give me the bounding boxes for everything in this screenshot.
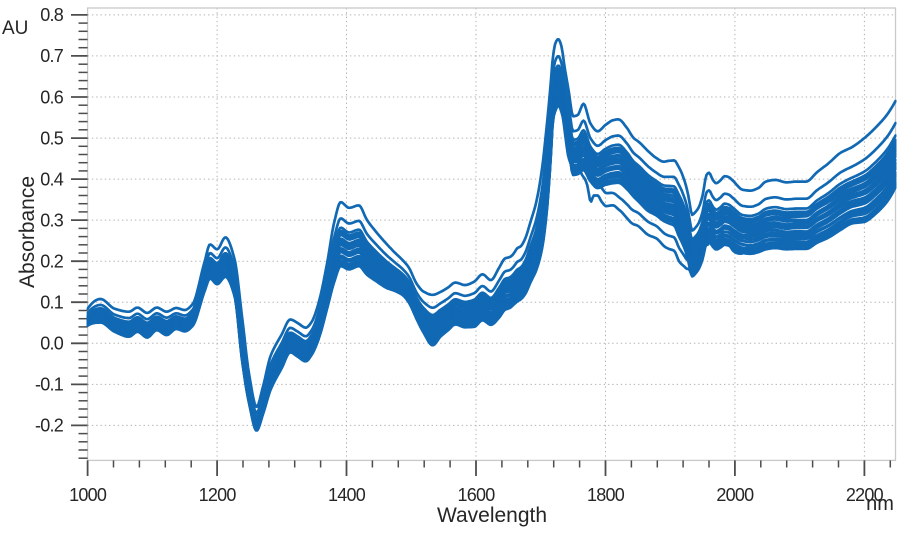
svg-text:0.8: 0.8: [40, 5, 64, 25]
svg-text:1000: 1000: [69, 485, 107, 505]
svg-text:Wavelength: Wavelength: [437, 504, 547, 527]
svg-text:-0.1: -0.1: [35, 375, 64, 395]
svg-text:0.1: 0.1: [40, 293, 64, 313]
svg-text:0.2: 0.2: [40, 252, 64, 272]
svg-text:0.5: 0.5: [40, 128, 64, 148]
svg-text:Absorbance: Absorbance: [16, 176, 39, 288]
svg-text:1600: 1600: [457, 485, 495, 505]
svg-text:1400: 1400: [328, 485, 366, 505]
svg-text:0.4: 0.4: [40, 169, 64, 189]
svg-text:2000: 2000: [716, 485, 754, 505]
svg-text:-0.2: -0.2: [35, 416, 64, 436]
svg-text:1800: 1800: [587, 485, 625, 505]
svg-text:0.7: 0.7: [40, 46, 64, 66]
svg-text:0.0: 0.0: [40, 334, 64, 354]
svg-text:0.3: 0.3: [40, 210, 64, 230]
svg-text:1200: 1200: [199, 485, 237, 505]
svg-text:nm: nm: [866, 493, 894, 515]
svg-text:0.6: 0.6: [40, 87, 64, 107]
svg-text:2200: 2200: [846, 485, 884, 505]
svg-text:AU: AU: [2, 18, 28, 39]
